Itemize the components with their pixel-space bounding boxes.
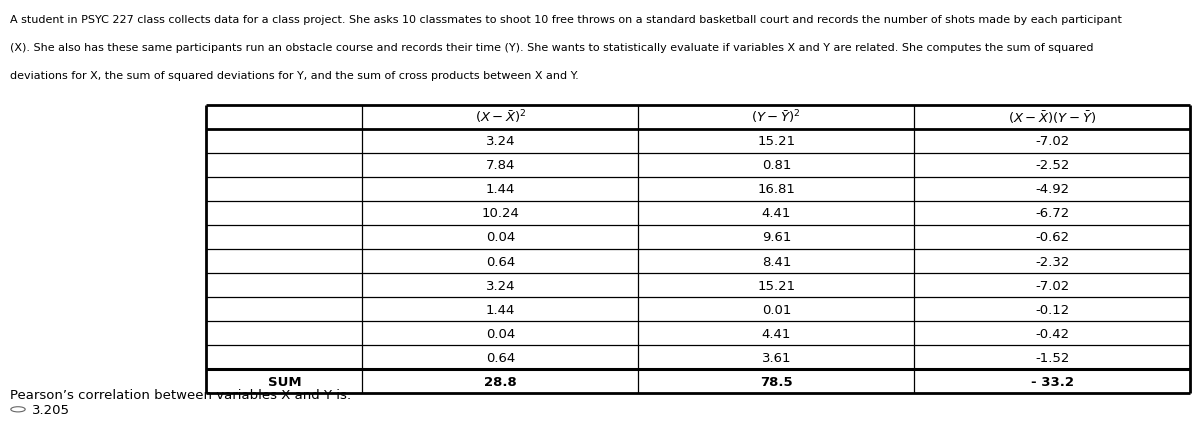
Text: -4.92: -4.92	[1036, 183, 1069, 196]
Text: -0.12: -0.12	[1036, 303, 1069, 316]
Text: -2.52: -2.52	[1036, 159, 1069, 172]
Text: SUM: SUM	[268, 375, 301, 388]
Text: 3.61: 3.61	[762, 351, 791, 364]
Text: 10.24: 10.24	[481, 207, 520, 220]
Text: A student in PSYC 227 class collects data for a class project. She asks 10 class: A student in PSYC 227 class collects dat…	[10, 15, 1122, 25]
Text: 7.84: 7.84	[486, 159, 515, 172]
Text: Pearson’s correlation between variables X and Y is:: Pearson’s correlation between variables …	[10, 388, 350, 401]
Text: 4.41: 4.41	[762, 207, 791, 220]
Text: - .698: - .698	[32, 428, 71, 430]
Text: 9.61: 9.61	[762, 231, 791, 244]
Text: deviations for X, the sum of squared deviations for Y, and the sum of cross prod: deviations for X, the sum of squared dev…	[10, 71, 578, 81]
Text: 8.41: 8.41	[762, 255, 791, 268]
Text: 0.04: 0.04	[486, 231, 515, 244]
Text: 0.64: 0.64	[486, 255, 515, 268]
Text: (X). She also has these same participants run an obstacle course and records the: (X). She also has these same participant…	[10, 43, 1093, 53]
Text: -7.02: -7.02	[1036, 135, 1069, 148]
Text: 15.21: 15.21	[757, 279, 796, 292]
Text: 1.44: 1.44	[486, 183, 515, 196]
Text: 1.44: 1.44	[486, 303, 515, 316]
Text: - 33.2: - 33.2	[1031, 375, 1074, 388]
Text: 0.64: 0.64	[486, 351, 515, 364]
Text: -6.72: -6.72	[1036, 207, 1069, 220]
Text: $(Y-\bar{Y})^2$: $(Y-\bar{Y})^2$	[751, 109, 802, 126]
Text: 15.21: 15.21	[757, 135, 796, 148]
Text: 4.41: 4.41	[762, 327, 791, 340]
Text: -7.02: -7.02	[1036, 279, 1069, 292]
Text: 3.205: 3.205	[32, 403, 71, 416]
Text: 0.81: 0.81	[762, 159, 791, 172]
Text: 3.24: 3.24	[486, 135, 515, 148]
Text: -1.52: -1.52	[1036, 351, 1069, 364]
Text: 0.01: 0.01	[762, 303, 791, 316]
Text: -0.62: -0.62	[1036, 231, 1069, 244]
Text: $(X-\bar{X})(Y-\bar{Y})$: $(X-\bar{X})(Y-\bar{Y})$	[1008, 109, 1097, 126]
Text: -0.42: -0.42	[1036, 327, 1069, 340]
Text: 3.24: 3.24	[486, 279, 515, 292]
Text: 16.81: 16.81	[757, 183, 796, 196]
Text: $(X-\bar{X})^2$: $(X-\bar{X})^2$	[474, 109, 527, 126]
Text: 0.04: 0.04	[486, 327, 515, 340]
Text: -2.32: -2.32	[1036, 255, 1069, 268]
Text: 78.5: 78.5	[760, 375, 793, 388]
Text: 28.8: 28.8	[484, 375, 517, 388]
